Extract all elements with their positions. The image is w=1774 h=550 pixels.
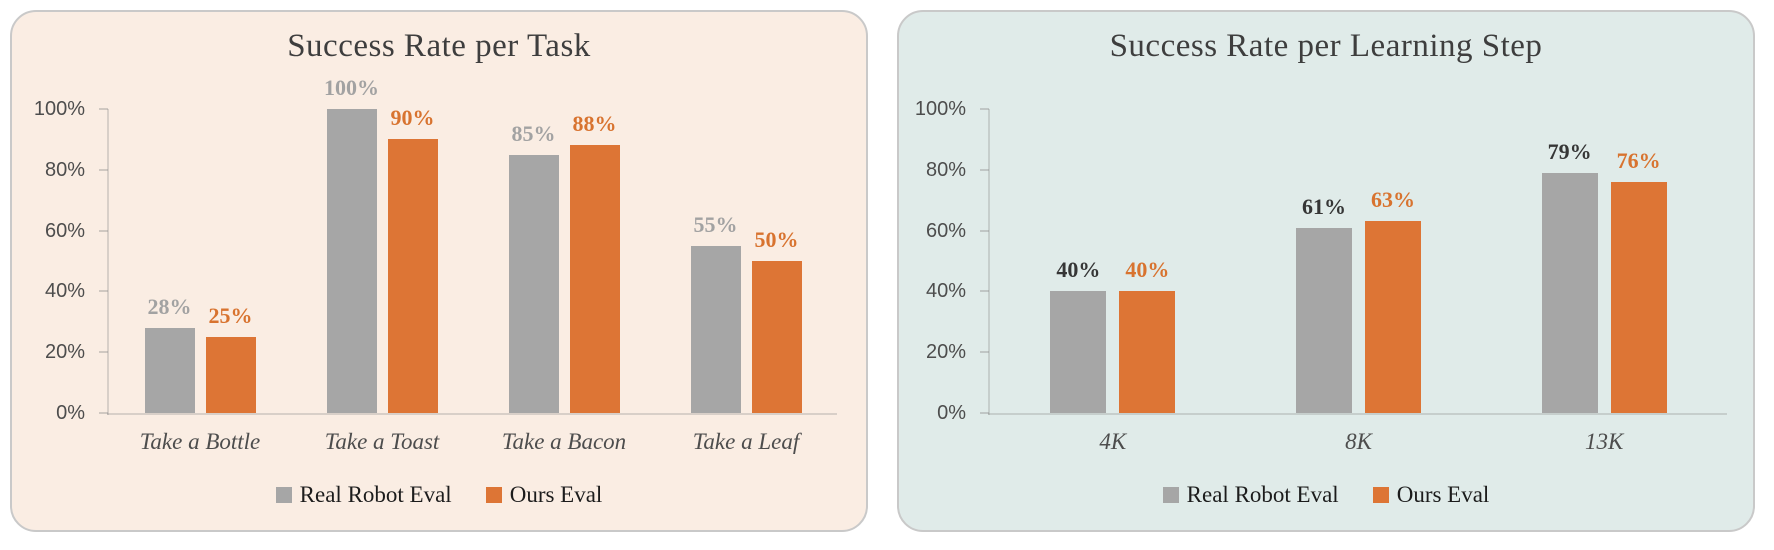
chart-title: Success Rate per Task <box>287 28 591 64</box>
bar-real-robot-eval <box>326 109 377 413</box>
y-tick-mark <box>99 412 108 414</box>
category-label: Take a Bacon <box>501 429 627 454</box>
bar-real-robot-eval <box>144 327 195 413</box>
y-tick-mark <box>99 290 108 293</box>
bar-ours-eval <box>751 261 802 413</box>
y-tick-label: 60% <box>44 219 85 242</box>
y-tick-label: 40% <box>44 280 85 303</box>
y-tick-mark <box>99 229 108 232</box>
category-label: Take a Bottle <box>139 429 261 454</box>
plot-area: 0% 20% 40% 60% 80% 100% 4K 40% 40% 8K 61% 63% 13K 79%… <box>899 12 1753 530</box>
data-label: 25% <box>208 303 253 328</box>
data-label: 40% <box>1056 257 1101 283</box>
x-axis-line <box>988 413 1727 415</box>
plot-area: 0% 20% 40% 60% 80% 100% Take a Bottle 28% 25% Tak… <box>12 12 866 530</box>
legend-swatch <box>275 487 292 503</box>
y-tick-mark <box>99 108 108 110</box>
legend-label: Ours Eval <box>509 482 603 507</box>
bar-real-robot-eval <box>690 245 741 413</box>
legend-item: Real Robot Eval <box>1162 482 1339 508</box>
data-label: 55% <box>693 211 738 237</box>
y-tick-label: 0% <box>56 402 85 424</box>
y-axis-line <box>988 109 990 415</box>
data-label: 76% <box>1616 147 1661 173</box>
legend-swatch <box>485 487 502 503</box>
data-label: 88% <box>572 111 617 137</box>
data-label: 79% <box>1547 138 1592 164</box>
bar-ours-eval <box>205 337 256 413</box>
y-tick-mark <box>980 412 989 414</box>
y-tick-label: 100% <box>914 98 966 120</box>
data-label: 100% <box>324 75 379 100</box>
legend-label: Real Robot Eval <box>299 482 452 507</box>
data-label: 28% <box>147 293 192 319</box>
category-label: 13K <box>1584 429 1624 454</box>
data-label: 61% <box>1302 193 1346 219</box>
category-label: Take a Toast <box>324 429 440 454</box>
bar-real-robot-eval <box>508 154 559 413</box>
y-tick-mark <box>980 229 989 232</box>
bar-ours-eval <box>1610 181 1667 413</box>
y-tick-mark <box>980 290 989 293</box>
legend-label: Real Robot Eval <box>1186 482 1339 507</box>
legend-item: Ours Eval <box>485 482 603 508</box>
bar-ours-eval <box>387 139 438 413</box>
category-label: Take a Leaf <box>692 429 800 454</box>
category-label: 8K <box>1345 429 1372 454</box>
y-tick-mark <box>99 168 108 171</box>
legend-swatch <box>1162 487 1179 503</box>
data-label: 50% <box>754 227 799 252</box>
bar-real-robot-eval <box>1296 227 1352 413</box>
bar-ours-eval <box>1365 221 1421 413</box>
legend: Real Robot Eval Ours Eval <box>899 482 1753 508</box>
bar-ours-eval <box>569 145 620 413</box>
legend: Real Robot Eval Ours Eval <box>12 482 866 508</box>
learning-step-chart-card: Success Rate per Learning Step 0% 20% 40% 6… <box>897 10 1755 532</box>
data-label: 85% <box>511 120 556 146</box>
chart-title: Success Rate per Learning Step <box>1109 28 1543 64</box>
legend-item: Ours Eval <box>1372 482 1490 508</box>
legend-label: Ours Eval <box>1396 482 1490 507</box>
y-tick-label: 40% <box>925 280 966 303</box>
y-tick-mark <box>980 168 989 171</box>
y-tick-label: 0% <box>937 402 966 424</box>
legend-swatch <box>1372 487 1389 503</box>
bar-real-robot-eval <box>1541 172 1598 413</box>
y-tick-mark <box>980 351 989 354</box>
data-label: 40% <box>1125 257 1170 283</box>
bar-ours-eval <box>1119 291 1176 413</box>
legend-item: Real Robot Eval <box>275 482 452 508</box>
category-label: 4K <box>1099 429 1127 454</box>
data-label: 90% <box>390 105 435 131</box>
y-tick-label: 80% <box>44 158 85 181</box>
x-axis-line <box>107 413 837 415</box>
y-tick-label: 20% <box>925 341 966 364</box>
y-tick-mark <box>99 351 108 354</box>
task-success-chart-card: Success Rate per Task 0% 20% 40% 60% 80% 100%… <box>10 10 868 532</box>
y-tick-label: 20% <box>44 341 85 364</box>
bar-real-robot-eval <box>1050 291 1107 413</box>
y-tick-mark <box>980 108 989 110</box>
data-label: 63% <box>1371 187 1415 213</box>
y-axis-line <box>107 109 109 415</box>
y-tick-label: 80% <box>925 158 966 181</box>
y-tick-label: 60% <box>925 219 966 242</box>
y-tick-label: 100% <box>33 98 85 120</box>
